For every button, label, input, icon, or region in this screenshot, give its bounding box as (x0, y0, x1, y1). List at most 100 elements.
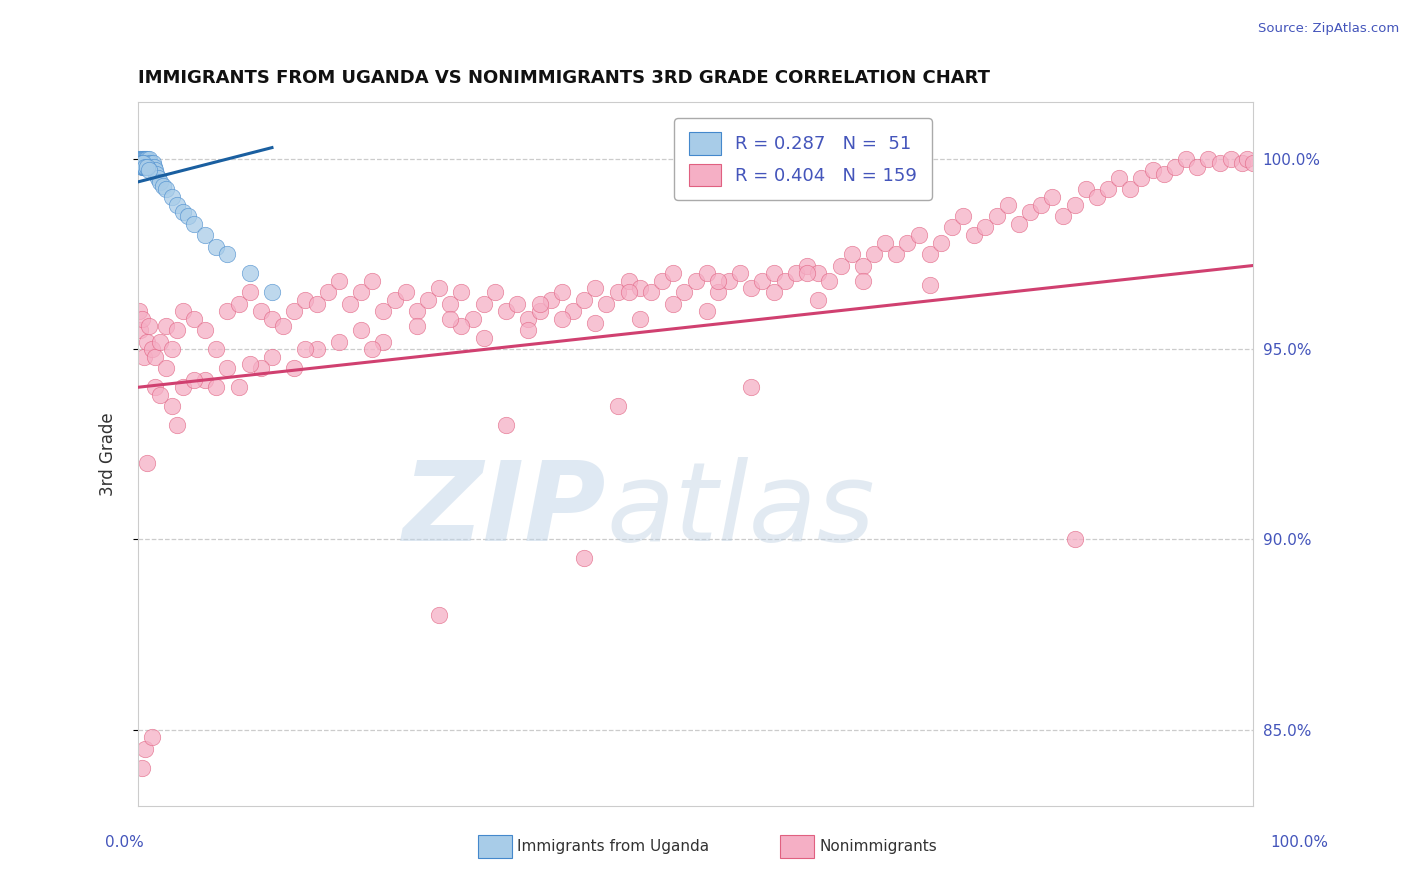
Point (239, 285, 262, 300)
Point (128, 152, 150, 166)
Point (1153, 167, 1175, 181)
Point (328, 334, 350, 349)
Point (194, 323, 217, 337)
Point (651, 274, 673, 288)
Text: Nonimmigrants: Nonimmigrants (820, 839, 938, 854)
Point (1031, 197, 1053, 211)
Point (250, 304, 273, 318)
Point (529, 304, 551, 318)
Point (143, 350, 166, 364)
Point (129, 156, 152, 170)
Point (131, 160, 153, 174)
Point (205, 239, 228, 253)
Point (166, 323, 188, 337)
Point (696, 266, 718, 280)
Text: ZIP: ZIP (404, 457, 606, 564)
Point (1208, 156, 1230, 170)
Point (963, 228, 986, 243)
Point (395, 285, 418, 300)
Point (166, 418, 188, 433)
Point (305, 296, 328, 310)
Point (1142, 163, 1164, 178)
Point (1164, 160, 1187, 174)
Point (172, 380, 194, 394)
Point (583, 281, 606, 295)
Point (138, 156, 160, 170)
Point (1130, 171, 1153, 186)
Point (131, 156, 153, 170)
Point (830, 259, 852, 273)
Point (183, 311, 205, 326)
Point (260, 350, 283, 364)
Point (852, 274, 875, 288)
Point (1052, 209, 1074, 223)
Point (361, 274, 384, 288)
Point (132, 152, 155, 166)
Point (852, 259, 875, 273)
Point (132, 350, 155, 364)
Point (271, 319, 294, 334)
Point (841, 247, 863, 261)
Point (595, 296, 617, 310)
Point (628, 281, 651, 295)
Point (228, 380, 250, 394)
Point (506, 296, 529, 310)
Point (762, 285, 785, 300)
Point (1187, 160, 1209, 174)
Text: Immigrants from Uganda: Immigrants from Uganda (517, 839, 710, 854)
Point (128, 304, 150, 318)
Point (1197, 152, 1219, 166)
Point (1074, 182, 1097, 196)
Point (160, 342, 183, 356)
Point (143, 380, 166, 394)
Point (918, 247, 941, 261)
Point (160, 190, 183, 204)
Point (205, 380, 228, 394)
Point (138, 152, 160, 166)
Point (134, 152, 156, 166)
Point (239, 358, 262, 372)
Point (260, 311, 283, 326)
Point (155, 361, 177, 376)
Point (974, 220, 997, 235)
Point (139, 156, 162, 170)
Point (294, 342, 316, 356)
Point (896, 235, 918, 250)
Point (807, 293, 830, 307)
Point (305, 342, 328, 356)
Point (155, 319, 177, 334)
Point (183, 373, 205, 387)
Point (373, 304, 395, 318)
Point (707, 285, 730, 300)
Point (884, 247, 907, 261)
Point (796, 259, 818, 273)
Point (283, 304, 305, 318)
Point (136, 156, 159, 170)
Point (239, 266, 262, 280)
Point (155, 182, 177, 196)
Point (807, 266, 830, 280)
Point (136, 156, 159, 170)
Point (136, 160, 159, 174)
Point (406, 319, 429, 334)
Legend: R = 0.287   N =  51, R = 0.404   N = 159: R = 0.287 N = 51, R = 0.404 N = 159 (673, 118, 932, 200)
Point (142, 156, 165, 170)
Point (875, 235, 897, 250)
Point (136, 152, 159, 166)
Point (136, 160, 159, 174)
Point (751, 274, 773, 288)
Point (662, 296, 685, 310)
Point (1019, 205, 1042, 219)
Point (138, 319, 160, 334)
Point (1175, 152, 1198, 166)
Point (152, 178, 174, 193)
Point (131, 152, 153, 166)
Point (406, 304, 429, 318)
Point (495, 418, 517, 433)
Point (361, 342, 384, 356)
Point (606, 399, 628, 413)
Point (439, 311, 461, 326)
Point (1097, 182, 1119, 196)
Point (495, 304, 517, 318)
Point (427, 608, 450, 623)
